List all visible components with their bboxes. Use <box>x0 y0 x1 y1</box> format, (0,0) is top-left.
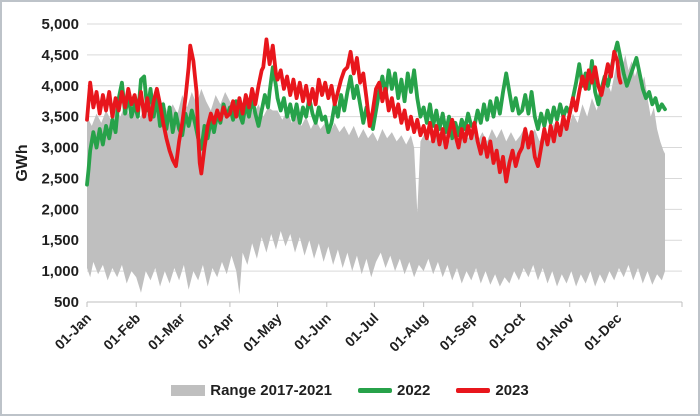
x-tick-label: 01-Aug <box>386 310 431 355</box>
y-axis-title: GWh <box>14 144 31 182</box>
series-2023-line <box>85 37 623 184</box>
x-tick-label: 01-May <box>240 310 285 355</box>
x-tick-label: 01-Dec <box>581 310 625 354</box>
range-band-swatch <box>171 385 206 396</box>
x-tick-label: 01-Oct <box>485 310 527 352</box>
y-tick-label: 500 <box>54 294 79 311</box>
x-tick-label: 01-Sep <box>436 310 480 354</box>
x-tick-label: 01-Feb <box>100 310 143 353</box>
x-tick-label: 01-Mar <box>145 309 189 353</box>
y-tick-label: 1,000 <box>41 263 79 280</box>
y-tick-label: 3,500 <box>41 109 79 126</box>
y-tick-label: 4,000 <box>41 78 79 95</box>
legend-label-range: Range 2017-2021 <box>210 382 332 399</box>
legend: Range 2017-2021 2022 2023 <box>2 382 698 399</box>
y-tick-label: 1,500 <box>41 232 79 249</box>
legend-label-2022: 2022 <box>397 382 431 399</box>
energy-range-chart[interactable]: 01-Jan 01-Feb 01-Mar 01-Apr 01-May 01-Jun 01-J… <box>2 2 700 380</box>
x-tick-label: 01-Jan <box>51 310 94 353</box>
x-tick-label: 01-Apr <box>194 309 237 352</box>
y-tick-label: 2,500 <box>41 170 79 187</box>
line-2022-swatch <box>358 388 392 393</box>
legend-item-2023[interactable]: 2023 <box>456 382 529 399</box>
x-tick-label: 01-Nov <box>533 310 577 354</box>
x-tick-label: 01-Jun <box>291 310 334 353</box>
legend-item-range[interactable]: Range 2017-2021 <box>171 382 332 399</box>
x-tick-label: 01-Jul <box>342 310 382 350</box>
legend-label-2023: 2023 <box>495 382 529 399</box>
y-tick-label: 5,000 <box>41 16 79 33</box>
y-tick-label: 2,000 <box>41 201 79 218</box>
line-2023-swatch <box>456 388 491 393</box>
legend-item-2022[interactable]: 2022 <box>358 382 430 399</box>
y-tick-label: 4,500 <box>41 47 79 64</box>
y-tick-label: 3,000 <box>41 140 79 157</box>
